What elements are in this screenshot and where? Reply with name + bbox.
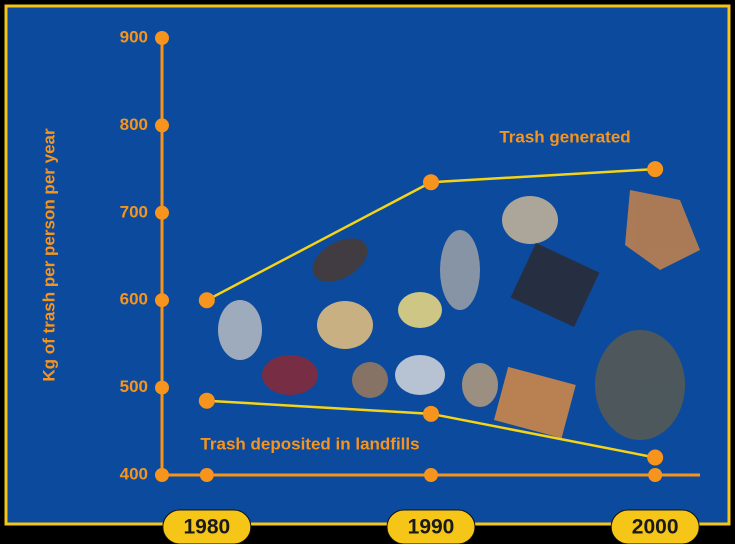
y-tick bbox=[155, 293, 169, 308]
data-point bbox=[423, 174, 439, 191]
x-tick-label: 1990 bbox=[408, 516, 455, 539]
y-tick-label: 500 bbox=[120, 377, 148, 396]
data-point bbox=[198, 292, 215, 309]
data-point bbox=[647, 161, 664, 178]
y-tick-label: 700 bbox=[120, 202, 148, 221]
y-tick bbox=[155, 468, 169, 482]
x-tick-pill bbox=[162, 509, 252, 544]
series-label: Trash generated bbox=[499, 127, 630, 146]
y-tick-label: 900 bbox=[120, 27, 148, 46]
x-tick-pill bbox=[386, 509, 476, 544]
y-axis-label: Kg of trash per person per year bbox=[39, 128, 58, 382]
x-tick-label: 2000 bbox=[632, 516, 679, 539]
y-tick bbox=[155, 31, 169, 45]
x-tick-label: 1980 bbox=[183, 516, 230, 539]
y-tick bbox=[155, 205, 169, 220]
data-point bbox=[647, 449, 664, 466]
y-tick-label: 400 bbox=[120, 464, 148, 483]
data-point bbox=[198, 392, 215, 409]
trash-decoration bbox=[218, 190, 700, 440]
y-tick bbox=[155, 118, 169, 133]
y-tick-label: 600 bbox=[120, 290, 148, 309]
panel bbox=[4, 4, 731, 526]
y-tick-label: 800 bbox=[120, 115, 148, 134]
x-tick bbox=[424, 468, 438, 482]
x-tick bbox=[648, 468, 663, 482]
series-label: Trash deposited in landfills bbox=[200, 434, 419, 453]
x-tick bbox=[199, 468, 214, 482]
data-point bbox=[423, 405, 439, 422]
x-tick-pill bbox=[610, 509, 700, 544]
y-tick bbox=[155, 380, 169, 395]
